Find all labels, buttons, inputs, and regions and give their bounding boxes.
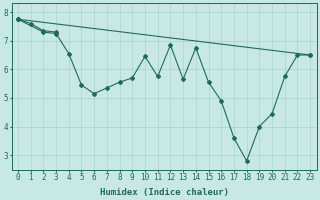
- X-axis label: Humidex (Indice chaleur): Humidex (Indice chaleur): [100, 188, 228, 197]
